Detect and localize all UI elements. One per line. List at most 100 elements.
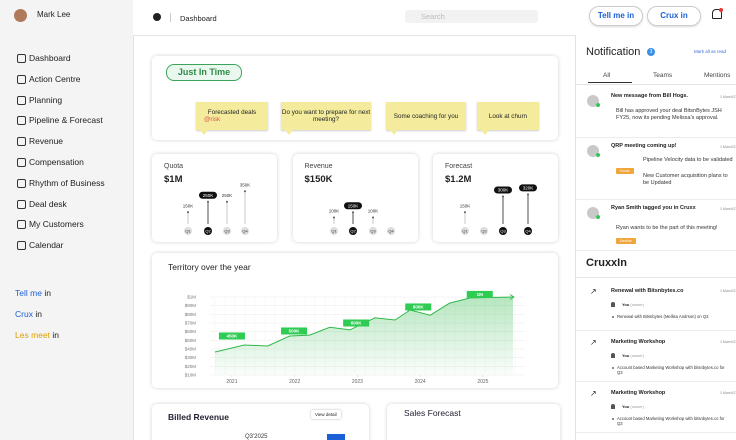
brand-suffix: in (44, 288, 51, 298)
avatar (14, 9, 27, 22)
sticky-note[interactable]: Do you want to prepare for next meeting? (281, 102, 371, 130)
kpi-value: $1M (164, 174, 183, 185)
button-accent: Tell me (597, 11, 625, 20)
sticky-note[interactable]: Forecasted deals @risk (196, 102, 268, 130)
header-button[interactable]: Crux in (647, 6, 701, 26)
kpi-value: $150K (304, 174, 333, 185)
nav-icon[interactable] (17, 116, 26, 126)
header-button[interactable]: Tell me in (589, 6, 643, 26)
button-suffix: in (680, 11, 688, 20)
breadcrumb: Dashboard (180, 14, 217, 23)
cruxx-desc: Account based Marketing Workshop with bi… (617, 365, 725, 375)
card-title: Billed Revenue (168, 412, 229, 422)
notification-bullet: New Customer acquisition plans to be Upd… (643, 173, 728, 186)
arrow-icon: ↗ (590, 287, 597, 296)
tab[interactable]: Teams (653, 72, 673, 79)
user-name: Mark Lee (37, 10, 71, 19)
nav-item[interactable]: Dashboard (29, 53, 71, 63)
view-detail-button[interactable]: View detail (311, 410, 341, 419)
nav-icon[interactable] (17, 54, 26, 63)
nav-icon[interactable] (17, 178, 26, 188)
search-placeholder: Search (421, 12, 445, 21)
nav-item[interactable]: Action Centre (29, 73, 81, 84)
person-icon (611, 404, 615, 409)
brand-link[interactable]: Les meet in (15, 330, 59, 340)
nav-icon[interactable] (17, 137, 26, 147)
nav-item[interactable]: Revenue (29, 136, 64, 147)
cruxx-time: 1 March'23 (720, 391, 736, 395)
brand-link[interactable]: Tell me in (15, 288, 51, 298)
nav-item[interactable]: Compensation (29, 157, 84, 167)
bullet-dot (612, 316, 614, 318)
period-label: Q3'2025 (245, 434, 268, 440)
nav-item[interactable]: My Customers (29, 219, 84, 230)
person-icon (611, 302, 615, 307)
owner-name: You (622, 404, 630, 409)
nav-item[interactable]: Rhythm of Business (29, 177, 105, 188)
nav-icon[interactable] (17, 241, 26, 251)
tab[interactable]: Mentions (704, 72, 731, 79)
note-text: Do you want to prepare for next meeting? (281, 109, 371, 123)
bell-dot (719, 8, 723, 12)
separator (170, 13, 171, 22)
note-pointer (200, 130, 208, 135)
person-icon (611, 353, 615, 358)
owner-note: (owner) (630, 404, 644, 409)
card-title: Sales Forecast (404, 408, 461, 418)
nav-icon[interactable] (17, 95, 26, 105)
mark-all-link[interactable]: Mark all as read (694, 49, 727, 54)
notification-title: New message from Bill Hogs. (611, 93, 689, 99)
note-tag: @risk (204, 116, 221, 123)
notification-title: QRP meeting coming up! (611, 143, 677, 149)
owner-note: (owner) (630, 353, 644, 358)
nav-item[interactable]: Pipeline & Forecast (29, 115, 103, 126)
nav-icon[interactable] (17, 199, 26, 209)
owner-name: You (622, 302, 630, 307)
jit-pill: Just In Time (166, 64, 242, 81)
notification-tag[interactable]: Focus (616, 168, 634, 174)
nav-item[interactable]: Calendar (29, 240, 64, 251)
online-dot (596, 153, 600, 157)
notification-time: 1 March'23 (720, 95, 736, 99)
note-text: Forecasted deals (207, 109, 257, 116)
bell-icon[interactable] (712, 9, 722, 19)
brand-suffix: in (52, 330, 59, 340)
sticky-note[interactable]: Look at churn (477, 102, 539, 130)
arrow-icon: ↗ (590, 338, 597, 347)
item-divider (576, 432, 736, 433)
owner-name: You (622, 353, 630, 358)
cruxx-time: 1 March'23 (720, 340, 736, 344)
sticky-note[interactable]: Some coaching for you (386, 102, 466, 130)
nav-icon[interactable] (17, 158, 26, 167)
item-divider (576, 199, 736, 200)
online-dot (596, 103, 600, 107)
nav-icon[interactable] (17, 220, 26, 230)
kpi-card (433, 154, 558, 242)
brand-suffix: in (35, 309, 42, 319)
cruxx-title: Marketing Workshop (611, 390, 666, 396)
kpi-label: Quota (164, 163, 184, 170)
territory-card (152, 253, 558, 388)
bullet-dot (612, 418, 614, 420)
note-text: Look at churn (488, 112, 528, 120)
search-box[interactable]: Search (405, 10, 538, 23)
cruxx-title: Marketing Workshop (611, 339, 666, 345)
kpi-value: $1.2M (445, 174, 472, 185)
chart-title: Territory over the year (168, 262, 251, 272)
notification-time: 1 March'23 (720, 207, 736, 211)
nav-item[interactable]: Deal desk (29, 198, 67, 209)
brand-link[interactable]: Crux in (15, 309, 42, 319)
sidebar (0, 0, 134, 440)
nav-item[interactable]: Planning (29, 94, 63, 105)
notification-tag[interactable]: Decline (616, 238, 636, 244)
cruxx-owner: You (owner) (622, 353, 644, 358)
note-pointer (390, 130, 398, 135)
note-pointer (481, 130, 489, 135)
notification-title: Ryan Smith tagged you in Cruxx (611, 205, 696, 211)
item-divider (576, 330, 736, 331)
nav-icon[interactable] (17, 74, 26, 84)
count-badge: 3 (647, 48, 655, 56)
cruxx-title: Renewal with Bitsnbytes.co (611, 288, 684, 294)
tab[interactable]: All (603, 72, 611, 79)
